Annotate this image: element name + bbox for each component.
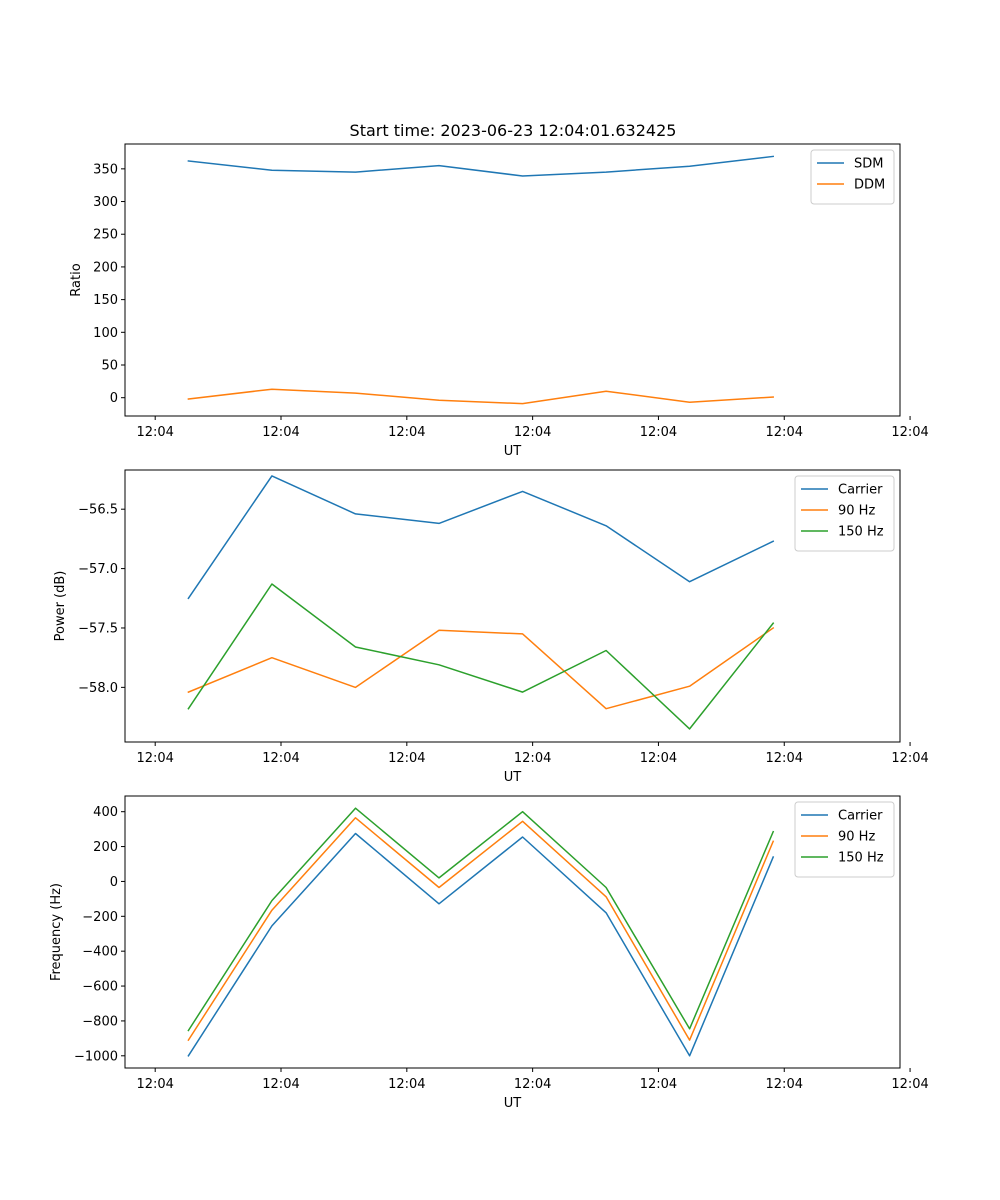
y-tick-label: −600 xyxy=(82,980,118,995)
y-tick-label: 200 xyxy=(93,840,118,855)
axes-frame xyxy=(124,795,901,1069)
panels: 12:0412:0412:0412:0412:0412:0412:0412:05… xyxy=(49,143,929,1111)
x-tick-label: 12:04 xyxy=(136,1077,173,1092)
x-tick-label: 12:04 xyxy=(388,425,425,440)
x-tick-label: 12:04 xyxy=(514,1077,551,1092)
x-tick-label: 12:04 xyxy=(640,1077,677,1092)
y-axis-label: Frequency (Hz) xyxy=(49,883,64,981)
y-tick-label: −1000 xyxy=(74,1049,118,1064)
legend: SDM DDM xyxy=(810,149,895,205)
y-tick-label: 0 xyxy=(110,875,118,890)
x-tick-label: 12:04 xyxy=(766,1077,803,1092)
legend-box xyxy=(794,801,895,878)
figure-title: Start time: 2023-06-23 12:04:01.632425 xyxy=(350,121,677,140)
chart-panel-3: 12:0412:0412:0412:0412:0412:0412:0412:05… xyxy=(49,795,929,1111)
x-tick-label: 12:04 xyxy=(891,425,928,440)
x-axis-label: UT xyxy=(504,444,522,459)
x-tick-label: 12:04 xyxy=(262,751,299,766)
y-tick-label: −200 xyxy=(82,910,118,925)
x-tick-label: 12:04 xyxy=(388,751,425,766)
x-tick-label: 12:04 xyxy=(766,751,803,766)
x-tick-label: 12:04 xyxy=(514,425,551,440)
legend-label: 150 Hz xyxy=(838,525,884,540)
y-tick-label: 400 xyxy=(93,805,118,820)
legend-label: DDM xyxy=(854,178,885,193)
x-tick-label: 12:04 xyxy=(640,751,677,766)
y-tick-label: −58.0 xyxy=(78,681,118,696)
y-tick-label: −56.5 xyxy=(78,503,118,518)
x-axis-label: UT xyxy=(504,1096,522,1111)
legend-label: 150 Hz xyxy=(838,851,884,866)
legend: Carrier 90 Hz 150 Hz xyxy=(794,801,895,878)
series-line-90-hz xyxy=(187,626,775,710)
chart-panel-1: 12:0412:0412:0412:0412:0412:0412:0412:05… xyxy=(69,143,929,459)
x-tick-label: 12:04 xyxy=(136,751,173,766)
y-tick-label: 250 xyxy=(93,228,118,243)
y-tick-label: −400 xyxy=(82,945,118,960)
x-tick-label: 12:04 xyxy=(766,425,803,440)
series-line-150-hz xyxy=(187,583,775,730)
series-line-sdm xyxy=(187,155,775,177)
series-line-ddm xyxy=(187,388,774,405)
y-tick-label: 200 xyxy=(93,260,118,275)
y-tick-label: −800 xyxy=(82,1014,118,1029)
x-tick-label: 12:04 xyxy=(891,1077,928,1092)
y-tick-label: 150 xyxy=(93,293,118,308)
y-tick-label: 350 xyxy=(93,162,118,177)
y-tick-label: 100 xyxy=(93,326,118,341)
x-tick-label: 12:04 xyxy=(514,751,551,766)
y-tick-label: −57.0 xyxy=(78,562,118,577)
x-tick-label: 12:04 xyxy=(136,425,173,440)
series-line-carrier xyxy=(187,832,775,1057)
series-line-carrier xyxy=(187,475,775,600)
x-tick-label: 12:04 xyxy=(388,1077,425,1092)
legend-label: 90 Hz xyxy=(838,504,875,519)
series-line-150-hz xyxy=(187,807,775,1032)
axes-frame xyxy=(124,143,901,417)
x-axis-label: UT xyxy=(504,770,522,785)
y-axis-label: Ratio xyxy=(69,263,84,296)
y-tick-label: −57.5 xyxy=(78,621,118,636)
legend-label: Carrier xyxy=(838,483,883,498)
x-tick-label: 12:04 xyxy=(262,425,299,440)
x-tick-label: 12:04 xyxy=(640,425,677,440)
legend-box xyxy=(794,475,895,552)
y-tick-label: 300 xyxy=(93,195,118,210)
x-tick-label: 12:04 xyxy=(262,1077,299,1092)
y-axis-label: Power (dB) xyxy=(53,571,68,642)
legend: Carrier 90 Hz 150 Hz xyxy=(794,475,895,552)
legend-label: 90 Hz xyxy=(838,830,875,845)
series-line-90-hz xyxy=(187,817,775,1042)
chart-panel-2: 12:0412:0412:0412:0412:0412:0412:0412:05… xyxy=(53,469,929,785)
axes-frame xyxy=(124,469,901,743)
y-tick-label: 0 xyxy=(110,391,118,406)
legend-label: SDM xyxy=(854,157,883,172)
y-tick-label: 50 xyxy=(101,359,118,374)
legend-label: Carrier xyxy=(838,809,883,824)
x-tick-label: 12:04 xyxy=(891,751,928,766)
